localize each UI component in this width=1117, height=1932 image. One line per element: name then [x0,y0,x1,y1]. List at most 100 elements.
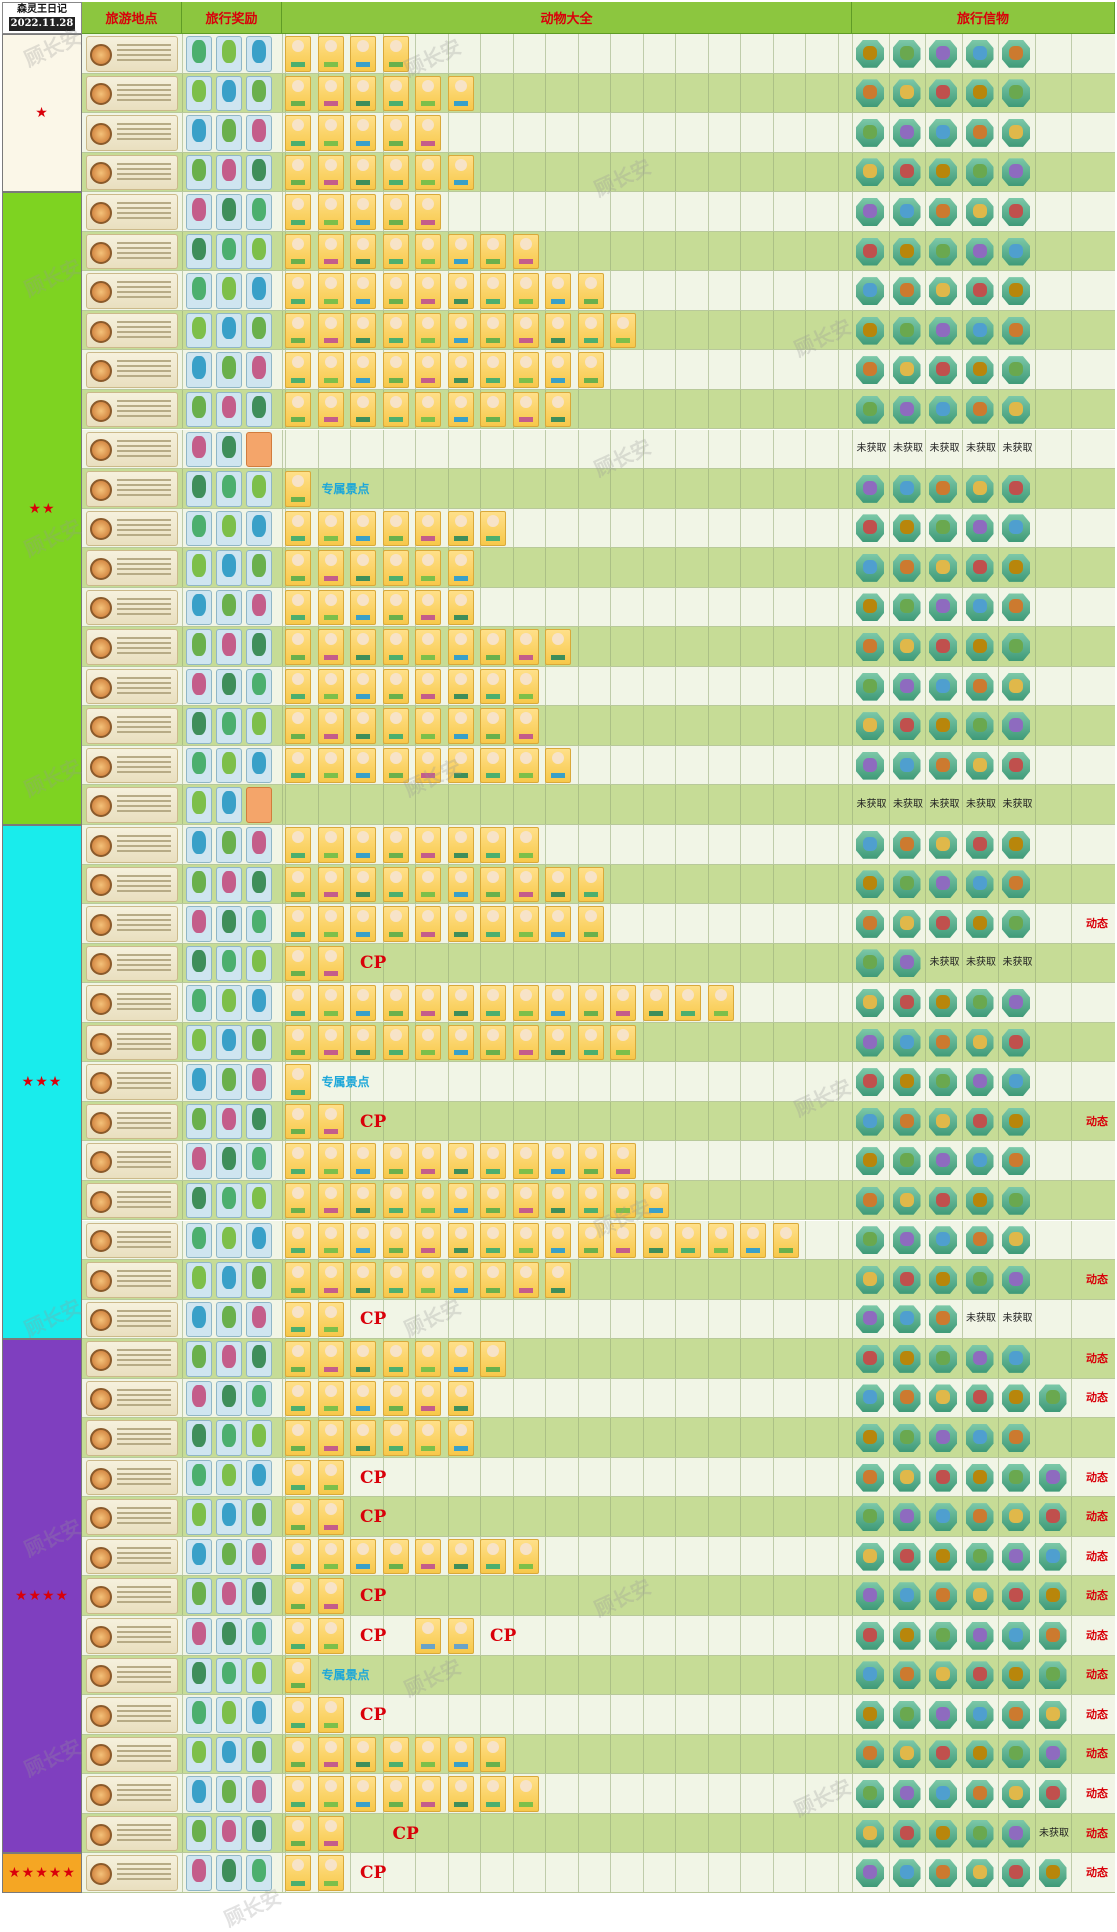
grid-line [577,73,579,113]
animal-card [285,708,311,744]
animal-card [512,747,539,784]
grid-line [961,627,963,666]
location-badge-icon [90,478,112,501]
column-divider [182,1774,183,1813]
animal-card [512,1776,539,1812]
grid-line [805,508,806,548]
animal-card [317,1182,344,1219]
gift-item-icon [892,870,921,899]
location-description [117,1663,171,1686]
location-description [117,516,171,539]
column-divider [182,389,183,429]
grid-line [350,1655,351,1695]
grid-line [1034,587,1036,627]
animal-card [415,747,441,784]
gift-item-icon [856,79,884,108]
animal-card [447,1380,474,1417]
grid-line [415,1655,416,1695]
grid-line [1071,1260,1072,1299]
grid-line [772,1497,774,1536]
gift-item-icon [965,1463,994,1492]
grid-line [707,745,709,785]
animal-card [350,391,376,428]
reward-item-icon [216,1459,242,1496]
animal-card [350,1776,376,1812]
grid-line [1071,469,1072,508]
grid-line [740,1260,741,1299]
animal-card [480,1341,506,1377]
grid-line [480,1101,481,1141]
animal-card [447,154,474,191]
gift-item-icon [1002,593,1030,622]
animal-card [642,985,669,1021]
gift-item-icon [1002,751,1030,780]
animal-card [480,1538,506,1575]
reward-item-icon [186,352,212,388]
grid-line [707,1339,709,1378]
location-description [117,713,171,736]
grid-line [1034,1299,1036,1339]
location-description [117,1109,171,1132]
gift-item-icon [1002,277,1030,306]
grid-line [925,904,926,943]
animal-card [285,1815,311,1852]
grid-line [805,1260,806,1299]
table-row [82,1141,1115,1181]
location-badge-icon [90,874,112,897]
reward-item-icon [246,1618,272,1654]
grid-line [382,429,384,469]
animal-card [415,629,441,665]
grid-line [642,1616,644,1655]
animal-card [610,985,636,1021]
animal-card [317,550,344,586]
grid-line [415,1299,416,1339]
animal-card [382,510,409,547]
reward-item-icon [246,1222,272,1259]
reward-item-icon [186,866,212,903]
grid-line [772,706,774,745]
animal-card [285,1420,311,1456]
grid-line [888,1536,890,1576]
gift-item-icon [1002,988,1030,1017]
column-divider [182,1734,183,1774]
location-badge-icon [90,241,112,264]
grid-line [740,1180,741,1220]
grid-line [740,1734,741,1774]
grid-line [707,1853,709,1892]
grid-line [1034,34,1036,73]
location-description [117,239,171,262]
column-divider [182,73,183,113]
grid-line [925,1062,926,1101]
grid-line [610,1774,611,1813]
grid-line [961,1260,963,1299]
reward-item-icon [186,1618,212,1654]
column-divider [182,1339,183,1378]
column-divider [182,152,183,192]
grid-line [998,1853,999,1892]
location-description [117,1821,171,1844]
gift-item-icon [965,1661,994,1690]
gift-item-icon [1038,1740,1067,1769]
grid-line [852,943,853,983]
gift-item-icon [856,474,884,503]
grid-line [1034,271,1036,310]
grid-line [888,864,890,904]
gift-item-icon [1002,197,1030,226]
reward-item-icon [246,1301,272,1338]
animal-card [415,827,441,863]
grid-line [961,1497,963,1536]
grid-line [805,1853,806,1892]
gift-item-icon [892,909,921,938]
location-thumbnail [86,1024,178,1061]
location-thumbnail [86,312,178,349]
column-divider [282,904,283,943]
grid-line [642,152,644,192]
animal-card [415,1143,441,1179]
animal-card [480,708,506,744]
reward-item-icon [216,273,242,309]
grid-line [805,350,806,389]
column-divider [182,1576,183,1615]
animal-card [447,273,474,309]
grid-line [837,192,839,231]
animal-card [415,1222,441,1259]
